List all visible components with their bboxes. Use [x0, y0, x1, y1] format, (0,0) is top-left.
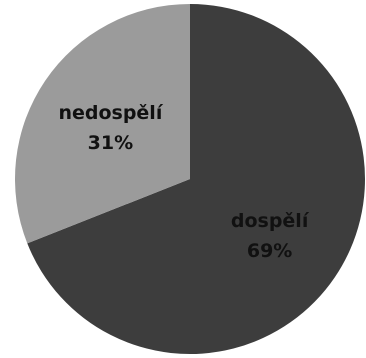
slice-label-0: dospělí	[231, 210, 310, 232]
slice-percent-0: 69%	[247, 240, 292, 262]
pie-slices	[14, 4, 365, 354]
slice-label-1: nedospělí	[58, 102, 163, 124]
pie-slice-1	[14, 4, 190, 244]
slice-percent-1: 31%	[88, 132, 133, 154]
pie-labels: dospělí 69% nedospělí 31%	[58, 102, 309, 262]
pie-slice-0	[27, 4, 365, 354]
